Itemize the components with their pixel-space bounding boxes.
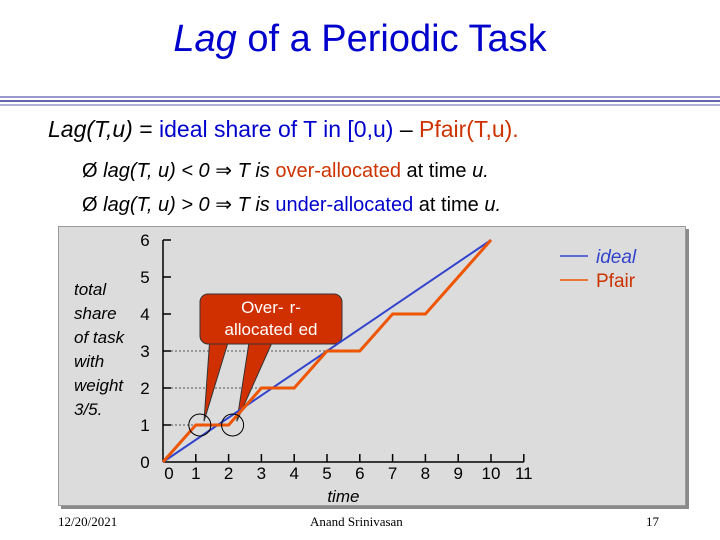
over-allocated-callout: Over-r- allocated ed (224, 298, 318, 339)
y-tick-label: 5 (140, 268, 149, 287)
bullet-arrow-icon: Ø (82, 194, 98, 216)
x-tick-label: 1 (191, 464, 200, 483)
x-tick-label: 7 (388, 464, 397, 483)
title-rule-2 (0, 100, 720, 102)
x-tick-label: 10 (482, 464, 501, 483)
x-tick-label: 4 (289, 464, 298, 483)
legend-label-pfair: Pfair (596, 271, 636, 292)
x-tick-label: 9 (453, 464, 462, 483)
title-rule-1 (0, 96, 720, 98)
x-tick-label: 5 (322, 464, 331, 483)
legend-label-ideal: ideal (596, 247, 637, 268)
y-tick-label: 0 (140, 453, 149, 472)
pfair-line (161, 239, 493, 463)
x-axis-label: time (327, 487, 359, 506)
callout-pointer-1 (203, 335, 231, 422)
y-tick-label: 4 (140, 305, 149, 324)
y-tick-label: 1 (140, 416, 149, 435)
bullet-arrow-icon: Ø (82, 160, 98, 182)
x-tick-label: 8 (421, 464, 430, 483)
x-tick-label: 11 (515, 464, 533, 483)
footer-author: Anand Srinivasan (310, 514, 403, 529)
bullet-over-allocated: Ø lag(T, u) < 0 ⇒ T is over-allocated at… (82, 160, 489, 182)
y-tick-label: 6 (140, 231, 149, 250)
title-rule-3 (0, 104, 720, 106)
x-tick-label: 6 (355, 464, 364, 483)
x-tick-label: 2 (224, 464, 233, 483)
highlight-circle (188, 413, 212, 437)
y-tick-label: 2 (140, 379, 149, 398)
implies-icon: ⇒ (215, 160, 232, 182)
y-tick-label: 3 (140, 342, 149, 361)
implies-icon: ⇒ (215, 194, 232, 216)
callout-box (199, 293, 343, 345)
x-tick-label: 0 (164, 464, 173, 483)
page-number: 17 (646, 514, 659, 529)
footer-date: 12/20/2021 (58, 514, 118, 529)
y-axis-label: total share of task with weight 3/5. (74, 280, 125, 419)
slide-title: Lag of a Periodic Task (173, 18, 547, 60)
x-tick-label: 3 (257, 464, 266, 483)
highlight-circle (221, 413, 245, 437)
lag-definition: Lag(T,u) = ideal share of T in [0,u) – P… (48, 116, 519, 142)
bullet-under-allocated: Ø lag(T, u) > 0 ⇒ T is under-allocated a… (82, 194, 502, 216)
